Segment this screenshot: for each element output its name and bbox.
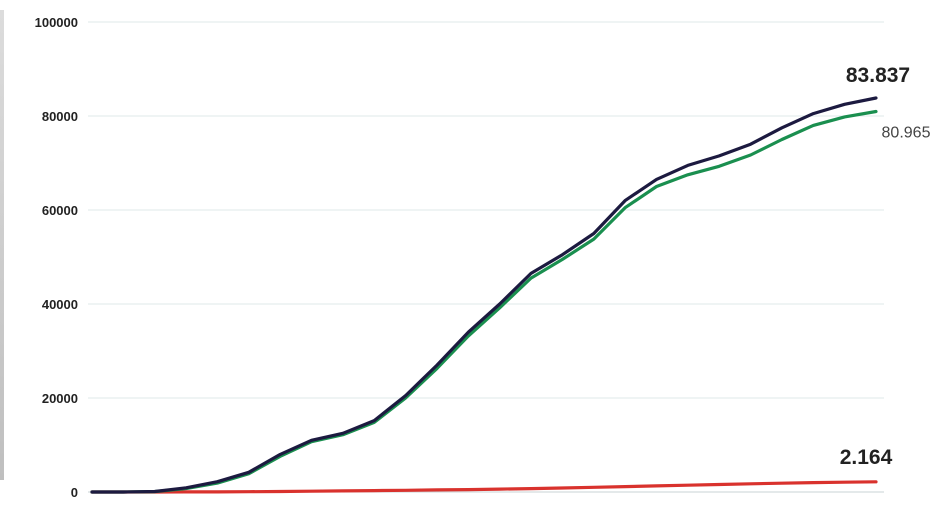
end-value-labels: 83.837 80.965 2.164 bbox=[840, 64, 931, 469]
end-value-label: 80.965 bbox=[882, 124, 931, 141]
series-line bbox=[90, 96, 878, 494]
y-tick-label: 20000 bbox=[42, 391, 78, 406]
end-value-label: 83.837 bbox=[846, 64, 910, 87]
end-value-label: 2.164 bbox=[840, 446, 893, 469]
y-tick-label: 40000 bbox=[42, 297, 78, 312]
y-tick-label: 0 bbox=[71, 485, 78, 500]
y-tick-label: 60000 bbox=[42, 203, 78, 218]
series-lines bbox=[90, 96, 878, 494]
y-axis-ticks: 0 20000 40000 60000 80000 100000 bbox=[35, 15, 78, 500]
series-line bbox=[90, 109, 878, 494]
y-tick-label: 100000 bbox=[35, 15, 78, 30]
y-tick-label: 80000 bbox=[42, 109, 78, 124]
series-line bbox=[90, 480, 878, 494]
left-edge-shadow bbox=[0, 10, 4, 480]
gridlines bbox=[88, 21, 884, 493]
